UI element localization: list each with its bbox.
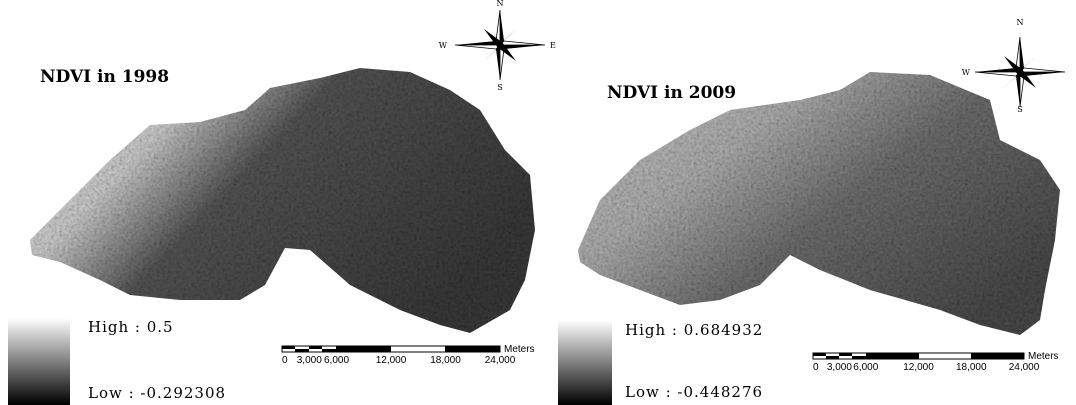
scale-label: 6,000 <box>853 362 878 373</box>
compass <box>975 37 1065 107</box>
scale-unit: Meters <box>504 344 535 355</box>
compass-w: W <box>962 68 971 77</box>
panel-2009: N S W NDVI in 2009 High : 0.684932 Low :… <box>558 18 1065 405</box>
legend-high: High : 0.684932 <box>625 321 763 339</box>
legend-ramp <box>558 320 612 405</box>
scale-unit: Meters <box>1028 351 1059 362</box>
ndvi-map <box>30 68 535 333</box>
compass-s: S <box>497 83 502 92</box>
legend-ramp <box>8 318 70 405</box>
scale-label: 18,000 <box>430 355 461 366</box>
compass-n: N <box>1017 18 1024 27</box>
scale-label: 24,000 <box>1009 362 1040 373</box>
scale-label: 3,000 <box>827 362 852 373</box>
compass-n: N <box>497 0 504 8</box>
page: N S W E NDVI in 1998 High : 0.5 Low : -0… <box>0 0 1076 405</box>
scale-label: 0 <box>813 362 819 373</box>
legend-low: Low : -0.448276 <box>625 383 763 401</box>
scale-label: 18,000 <box>956 362 987 373</box>
legend-high: High : 0.5 <box>88 318 174 336</box>
compass <box>455 10 545 80</box>
scale-bar <box>813 353 1024 359</box>
scale-label: 6,000 <box>324 355 349 366</box>
compass-e: E <box>550 41 556 50</box>
compass-s: S <box>1017 105 1022 114</box>
map-title: NDVI in 2009 <box>607 83 736 103</box>
map-title: NDVI in 1998 <box>40 67 169 87</box>
scale-label: 3,000 <box>297 355 322 366</box>
scale-label: 12,000 <box>376 355 407 366</box>
scale-label: 12,000 <box>903 362 934 373</box>
scale-label: 24,000 <box>485 355 516 366</box>
compass-w: W <box>439 41 448 50</box>
scale-bar <box>282 346 500 352</box>
ndvi-map <box>578 72 1060 335</box>
legend-low: Low : -0.292308 <box>88 384 226 402</box>
panel-1998: N S W E NDVI in 1998 High : 0.5 Low : -0… <box>8 0 556 405</box>
scale-label: 0 <box>282 355 288 366</box>
